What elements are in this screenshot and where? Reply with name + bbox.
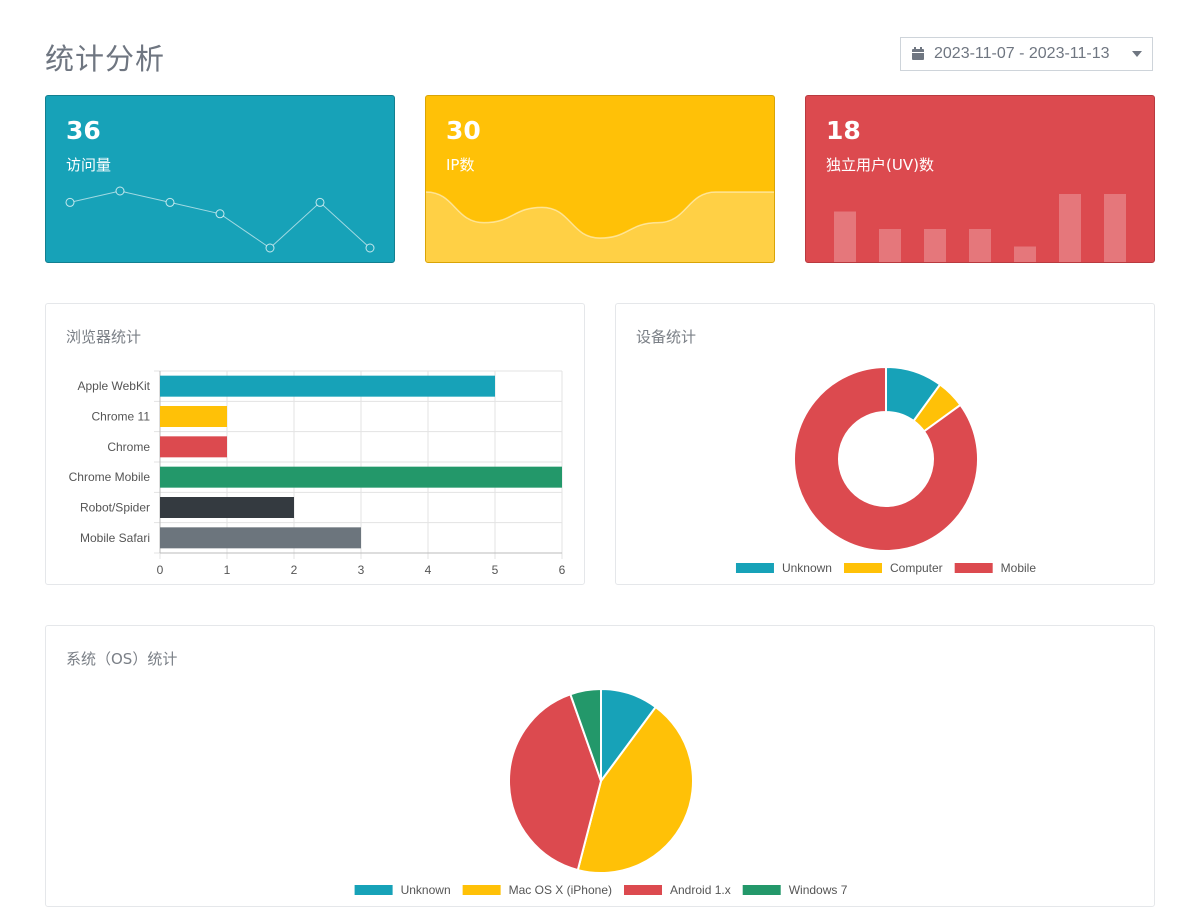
browser-tick-label-2: 2: [291, 563, 298, 577]
browser-category-label-4: Robot/Spider: [80, 501, 150, 515]
ip-area: [426, 192, 774, 262]
browser-panel: 浏览器统计 Apple WebKit Chrome 11 Chrome Chrome …: [45, 303, 585, 585]
browser-category-label-3: Chrome Mobile: [69, 470, 151, 484]
browser-bar-3: [160, 466, 562, 488]
uv-value: 18: [826, 116, 861, 145]
browser-category-label-2: Chrome: [107, 440, 150, 454]
os-legend-swatch-1: [462, 885, 501, 895]
uv-label: 独立用户(UV)数: [826, 156, 934, 174]
browser-tick-label-3: 3: [358, 563, 365, 577]
os-legend-swatch-3: [742, 885, 781, 895]
device-panel: 设备统计 Unknown Computer Mobile: [615, 303, 1155, 585]
browser-tick-label-6: 6: [559, 563, 566, 577]
device-legend-label-1: Computer: [890, 561, 943, 575]
visits-point-4: [265, 243, 275, 253]
visits-point-6: [365, 243, 375, 253]
device-legend-swatch-0: [735, 563, 774, 573]
visits-sparkline: [65, 186, 375, 253]
uv-bar-2: [924, 229, 946, 262]
browser-bar-1: [160, 406, 227, 427]
os-legend-swatch-2: [624, 885, 663, 895]
os-slice-2: [508, 692, 603, 872]
visits-point-3: [215, 209, 225, 219]
os-panel-title: 系统（OS）统计: [66, 650, 178, 668]
browser-category-label-1: Chrome 11: [92, 410, 151, 424]
calendar-icon: [912, 47, 924, 60]
browser-bar-4: [160, 497, 294, 518]
os-legend-label-3: Windows 7: [789, 883, 848, 897]
os-slice-1: [576, 705, 694, 874]
visits-point-1: [115, 186, 125, 196]
visits-point-0: [65, 197, 75, 207]
ip-line: [426, 191, 774, 239]
device-chart: Unknown Computer Mobile: [735, 365, 1037, 575]
device-legend-swatch-2: [954, 563, 993, 573]
browser-tick-label-1: 1: [224, 563, 231, 577]
os-legend-label-0: Unknown: [401, 883, 451, 897]
ip-sparkline: [426, 191, 774, 262]
visits-line: [69, 190, 371, 249]
uv-bar-5: [1059, 194, 1081, 262]
device-legend-swatch-1: [843, 563, 882, 573]
visits-point-5: [315, 197, 325, 207]
device-panel-title: 设备统计: [636, 328, 697, 346]
uv-bar-0: [834, 211, 856, 262]
device-legend-label-0: Unknown: [782, 561, 832, 575]
browser-category-label-5: Mobile Safari: [80, 531, 150, 545]
visits-label: 访问量: [66, 156, 112, 174]
browser-bar-5: [160, 527, 361, 549]
os-panel: 系统（OS）统计 Unknown Mac OS X (iPhone) Android…: [45, 625, 1155, 907]
ip-value: 30: [446, 116, 481, 145]
uv-bar-6: [1104, 194, 1126, 262]
browser-category-label-0: Apple WebKit: [78, 379, 151, 393]
browser-panel-title: 浏览器统计: [66, 328, 142, 346]
uv-card: 18 独立用户(UV)数: [805, 95, 1155, 263]
device-slice-2: [793, 365, 979, 552]
browser-tick-label-5: 5: [492, 563, 499, 577]
os-legend-swatch-0: [354, 885, 393, 895]
browser-tick-label-4: 4: [425, 563, 432, 577]
os-chart: Unknown Mac OS X (iPhone) Android 1.x Windo…: [354, 687, 848, 897]
os-legend-label-2: Android 1.x: [670, 883, 731, 897]
visits-value: 36: [66, 116, 101, 145]
uv-sparkline: [834, 194, 1126, 262]
date-range-text: 2023-11-07 - 2023-11-13: [934, 45, 1110, 62]
uv-bar-3: [969, 229, 991, 262]
browser-tick-label-0: 0: [157, 563, 164, 577]
browser-bar-2: [160, 436, 227, 458]
date-range-picker[interactable]: 2023-11-07 - 2023-11-13: [900, 37, 1153, 71]
browser-bar-0: [160, 375, 495, 397]
uv-bar-1: [879, 229, 901, 262]
uv-bar-4: [1014, 246, 1036, 262]
ip-label: IP数: [446, 156, 475, 174]
visits-card: 36 访问量: [45, 95, 395, 263]
ip-card: 30 IP数: [425, 95, 775, 263]
visits-point-2: [165, 197, 175, 207]
device-legend-label-2: Mobile: [1001, 561, 1037, 575]
page-title: 统计分析: [45, 42, 166, 76]
chevron-down-icon: [1132, 51, 1142, 57]
browser-chart: Apple WebKit Chrome 11 Chrome Chrome Mobile…: [69, 370, 566, 577]
os-slice-3: [569, 687, 602, 782]
os-legend-label-1: Mac OS X (iPhone): [509, 883, 612, 897]
